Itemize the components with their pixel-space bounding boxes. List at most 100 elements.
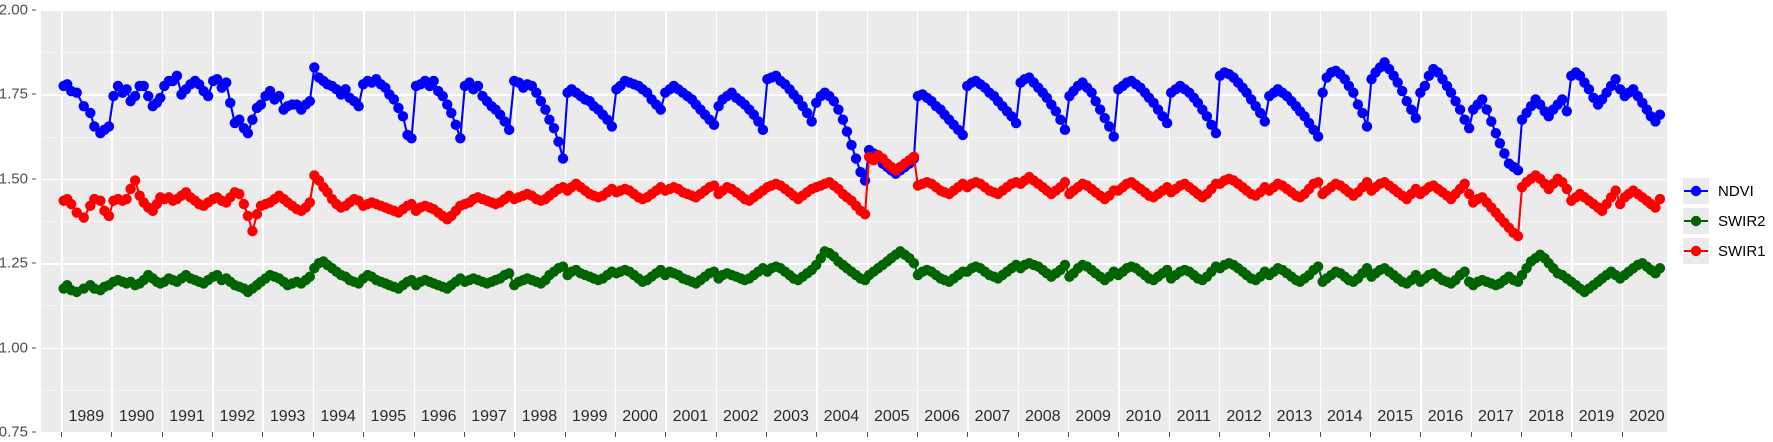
x-tick-label: 1992 — [219, 408, 256, 425]
data-point — [757, 124, 769, 136]
data-point — [1059, 124, 1071, 136]
data-point — [442, 99, 453, 110]
x-tick-label: 2003 — [773, 408, 809, 425]
data-point — [1561, 183, 1573, 195]
y-tick-mark — [32, 178, 36, 180]
data-point — [89, 121, 100, 132]
data-point — [908, 258, 920, 269]
data-point — [1348, 87, 1359, 98]
data-point — [138, 80, 149, 92]
legend-item-ndvi[interactable]: NDVI — [1683, 176, 1773, 206]
gridline-major-y — [41, 263, 1667, 265]
data-point — [806, 116, 817, 127]
data-point — [234, 114, 245, 125]
data-point — [1445, 87, 1457, 98]
data-point — [1312, 261, 1324, 272]
x-tick-mark — [312, 432, 314, 437]
x-tick-mark — [1269, 432, 1271, 437]
x-tick-label: 1996 — [420, 408, 457, 425]
data-point — [1357, 107, 1368, 119]
data-point — [855, 166, 866, 178]
data-point — [499, 116, 510, 127]
x-tick-mark — [1420, 432, 1422, 437]
data-point — [129, 90, 141, 102]
data-point — [1654, 263, 1666, 274]
y-tick-mark — [32, 347, 36, 349]
data-point — [143, 90, 154, 102]
data-point — [450, 119, 462, 130]
x-tick-mark — [967, 432, 969, 437]
data-point — [171, 70, 183, 82]
data-point — [455, 133, 466, 144]
data-point — [340, 84, 351, 95]
x-tick-mark — [463, 432, 465, 437]
data-point — [655, 104, 666, 115]
series-line — [62, 61, 1661, 182]
series-ndvi — [58, 57, 1666, 186]
x-tick-mark — [413, 432, 415, 437]
y-tick-mark — [32, 431, 36, 433]
data-point — [708, 180, 720, 191]
data-point — [1463, 122, 1475, 134]
x-tick-label: 2000 — [622, 408, 658, 425]
data-point — [1477, 94, 1488, 105]
data-point — [1463, 188, 1475, 200]
data-point — [1459, 178, 1470, 190]
data-point — [103, 121, 115, 132]
data-point — [1361, 176, 1373, 188]
data-point — [446, 107, 457, 119]
x-tick-label: 2007 — [974, 408, 1011, 425]
x-tick-label: 2018 — [1528, 408, 1564, 425]
x-tick-label: 2017 — [1478, 408, 1514, 425]
data-point — [304, 95, 316, 107]
x-tick-label: 2010 — [1125, 408, 1162, 425]
data-point — [1459, 114, 1470, 125]
x-tick-label: 2004 — [823, 408, 860, 425]
data-point — [1312, 176, 1324, 188]
y-tick-label: 0.75 — [0, 423, 28, 441]
data-point — [1494, 138, 1506, 149]
data-point — [557, 261, 569, 272]
data-point — [1406, 104, 1417, 115]
data-point — [1050, 106, 1062, 117]
data-point — [606, 121, 618, 132]
gridline-major-y — [41, 10, 1667, 12]
data-point — [1361, 121, 1373, 132]
legend: NDVI SWIR2 SWIR1 — [1683, 176, 1773, 266]
x-tick-mark — [262, 432, 264, 437]
data-point — [1654, 193, 1666, 205]
x-tick-mark — [1621, 432, 1623, 437]
x-tick-label: 2005 — [873, 408, 910, 425]
data-point — [255, 99, 267, 110]
data-point — [85, 107, 96, 119]
data-point — [221, 77, 232, 88]
data-point — [841, 126, 853, 137]
data-point — [1206, 119, 1217, 130]
x-tick-mark — [665, 432, 667, 437]
x-tick-mark — [715, 432, 717, 437]
x-tick-label: 2015 — [1377, 408, 1413, 425]
data-point — [1610, 185, 1621, 196]
gridline-major-y — [41, 94, 1667, 96]
data-point — [121, 84, 132, 95]
x-tick-mark — [212, 432, 214, 437]
legend-item-swir1[interactable]: SWIR1 — [1683, 236, 1773, 266]
data-point — [211, 74, 223, 85]
legend-item-swir2[interactable]: SWIR2 — [1683, 206, 1773, 236]
data-point — [957, 129, 968, 141]
x-tick-mark — [1571, 432, 1573, 437]
gridline-major-y — [41, 178, 1667, 181]
x-tick-mark — [1067, 432, 1069, 437]
data-point — [1397, 85, 1408, 97]
y-tick-mark — [32, 93, 36, 95]
data-point — [1161, 264, 1173, 276]
x-tick-label: 2014 — [1327, 408, 1363, 425]
data-point — [1210, 128, 1222, 139]
data-point — [304, 271, 316, 282]
data-point — [202, 90, 214, 102]
data-point — [503, 124, 515, 136]
data-point — [251, 209, 263, 220]
x-tick-mark — [1118, 432, 1120, 437]
x-tick-label: 2009 — [1075, 408, 1111, 425]
data-point — [1454, 104, 1466, 115]
